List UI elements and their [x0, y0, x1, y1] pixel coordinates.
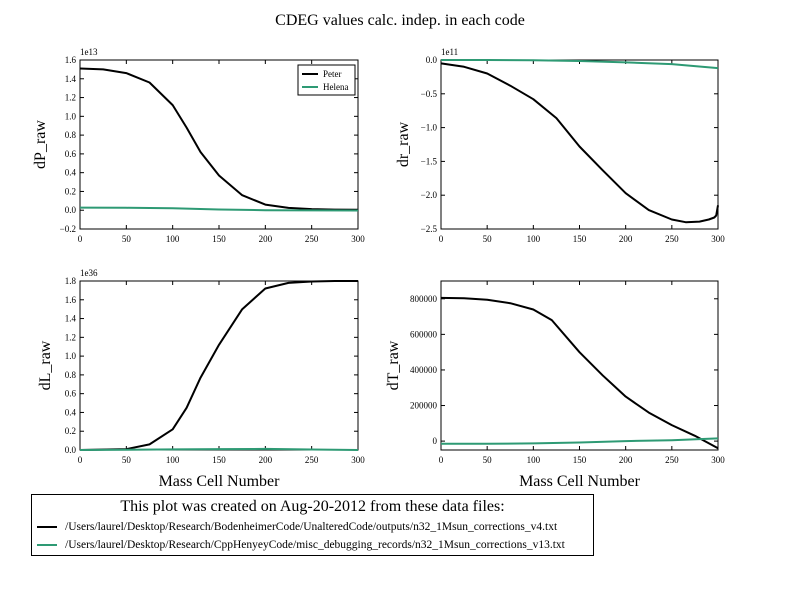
y-tick-label: 0.6 [65, 149, 77, 159]
y-tick-label: 0.4 [65, 168, 77, 178]
legend-label: Helena [323, 82, 348, 92]
y-tick-label: 0 [433, 436, 438, 446]
x-tick-label: 250 [665, 455, 679, 465]
subplot-4: 0 50 100 150 200 250 300 0 200000 400000 600000 800… [385, 280, 725, 490]
y-tick-label: 0.0 [65, 445, 77, 455]
x-tick-label: 50 [483, 234, 493, 244]
y-tick-label: −1.5 [421, 156, 438, 166]
x-tick-label: 200 [259, 455, 273, 465]
y-tick-label: 0.6 [65, 389, 77, 399]
y-tick-label: 200000 [410, 401, 438, 411]
axis-exponent-label: 1e11 [441, 47, 458, 57]
x-tick-label: 0 [78, 455, 83, 465]
y-tick-label: −0.2 [60, 224, 76, 234]
x-tick-label: 50 [122, 455, 132, 465]
y-tick-label: −2.0 [421, 190, 438, 200]
y-tick-label: 600000 [410, 329, 438, 339]
x-tick-label: 200 [619, 455, 633, 465]
series-line-black [440, 62, 719, 224]
x-axis-label: Mass Cell Number [159, 473, 281, 490]
axis-exponent-label: 1e13 [80, 47, 98, 57]
legend: Peter Helena [297, 64, 356, 96]
legend-label: Peter [323, 69, 342, 79]
plot-frame [79, 280, 359, 451]
subplot-2: 0 50 100 150 200 250 300 −2.5 −2.0 −1.5 −1.0 −0.5 0.… [395, 47, 725, 244]
figure-title: CDEG values calc. indep. in each code [275, 12, 525, 29]
y-tick-label: 1.6 [65, 295, 77, 305]
series-line-green [79, 206, 359, 212]
series-line-green [441, 437, 719, 445]
axis-exponent-label: 1e36 [80, 268, 98, 278]
y-tick-label: −1.0 [421, 123, 438, 133]
y-axis-label: dL_raw [37, 340, 54, 390]
y-tick-label: 800000 [410, 294, 438, 304]
y-tick-label: −0.5 [421, 89, 438, 99]
series-line-black [79, 67, 359, 211]
x-tick-label: 0 [78, 234, 83, 244]
line-swatch-green [37, 544, 57, 547]
y-tick-label: 0.2 [65, 426, 76, 436]
x-tick-label: 200 [619, 234, 633, 244]
plot-frame [440, 280, 719, 451]
y-tick-label: 1.4 [65, 74, 77, 84]
x-tick-label: 200 [259, 234, 273, 244]
y-tick-label: 0.0 [65, 205, 77, 215]
subplot-1: 0 50 100 150 200 250 300 −0.2 0.0 0.2 0.4 0.6 0.8 1.0… [32, 47, 365, 244]
x-tick-label: 150 [573, 455, 587, 465]
y-tick-label: 1.0 [65, 111, 77, 121]
y-tick-label: −2.5 [421, 224, 438, 234]
y-axis-label: dP_raw [32, 120, 49, 169]
file-note-row-2: /Users/laurel/Desktop/Research/CppHenyey… [37, 539, 565, 551]
x-tick-label: 50 [483, 455, 493, 465]
x-tick-label: 250 [665, 234, 679, 244]
file-path-1: /Users/laurel/Desktop/Research/Bodenheim… [65, 521, 558, 533]
plot-frame [440, 59, 719, 230]
x-tick-label: 300 [351, 455, 365, 465]
y-tick-label: 1.6 [65, 55, 77, 65]
file-note-box: This plot was created on Aug-20-2012 fro… [31, 494, 594, 556]
y-axis-label: dr_raw [395, 121, 412, 167]
y-tick-label: 1.2 [65, 332, 76, 342]
x-tick-label: 300 [351, 234, 365, 244]
x-tick-label: 0 [439, 234, 444, 244]
x-axis-label: Mass Cell Number [519, 473, 641, 490]
y-tick-label: 1.2 [65, 93, 76, 103]
y-tick-label: 0.8 [65, 370, 77, 380]
x-tick-label: 0 [439, 455, 444, 465]
x-tick-label: 100 [166, 455, 180, 465]
y-axis-label: dT_raw [385, 340, 402, 390]
legend-frame [297, 64, 356, 96]
y-tick-label: 1.8 [65, 276, 77, 286]
x-tick-label: 150 [212, 234, 226, 244]
x-tick-label: 100 [527, 455, 541, 465]
line-swatch-black [37, 526, 57, 529]
y-tick-label: 1.0 [65, 351, 77, 361]
x-tick-label: 300 [711, 455, 725, 465]
series-line-black [79, 280, 358, 451]
y-tick-label: 0.8 [65, 130, 77, 140]
subplot-3: 0 50 100 150 200 250 300 0.0 0.2 0.4 0.6 0.8 1.0 1.2 1… [37, 268, 365, 490]
file-note-title: This plot was created on Aug-20-2012 fro… [120, 498, 505, 515]
x-tick-label: 250 [305, 234, 319, 244]
series-line-black [440, 296, 719, 450]
file-note-row-1: /Users/laurel/Desktop/Research/Bodenheim… [37, 521, 557, 533]
x-tick-label: 300 [711, 234, 725, 244]
y-tick-label: 1.4 [65, 314, 77, 324]
x-tick-label: 150 [212, 455, 226, 465]
y-tick-label: 0.4 [65, 407, 77, 417]
y-tick-label: 0.2 [65, 186, 76, 196]
x-tick-label: 100 [527, 234, 541, 244]
file-path-2: /Users/laurel/Desktop/Research/CppHenyey… [65, 539, 565, 551]
y-tick-label: 0.0 [426, 55, 438, 65]
x-tick-label: 100 [166, 234, 180, 244]
x-tick-label: 50 [122, 234, 132, 244]
y-tick-label: 400000 [410, 365, 438, 375]
series-line-green [79, 447, 359, 451]
x-tick-label: 250 [305, 455, 319, 465]
x-tick-label: 150 [573, 234, 587, 244]
series-line-green [441, 59, 719, 70]
